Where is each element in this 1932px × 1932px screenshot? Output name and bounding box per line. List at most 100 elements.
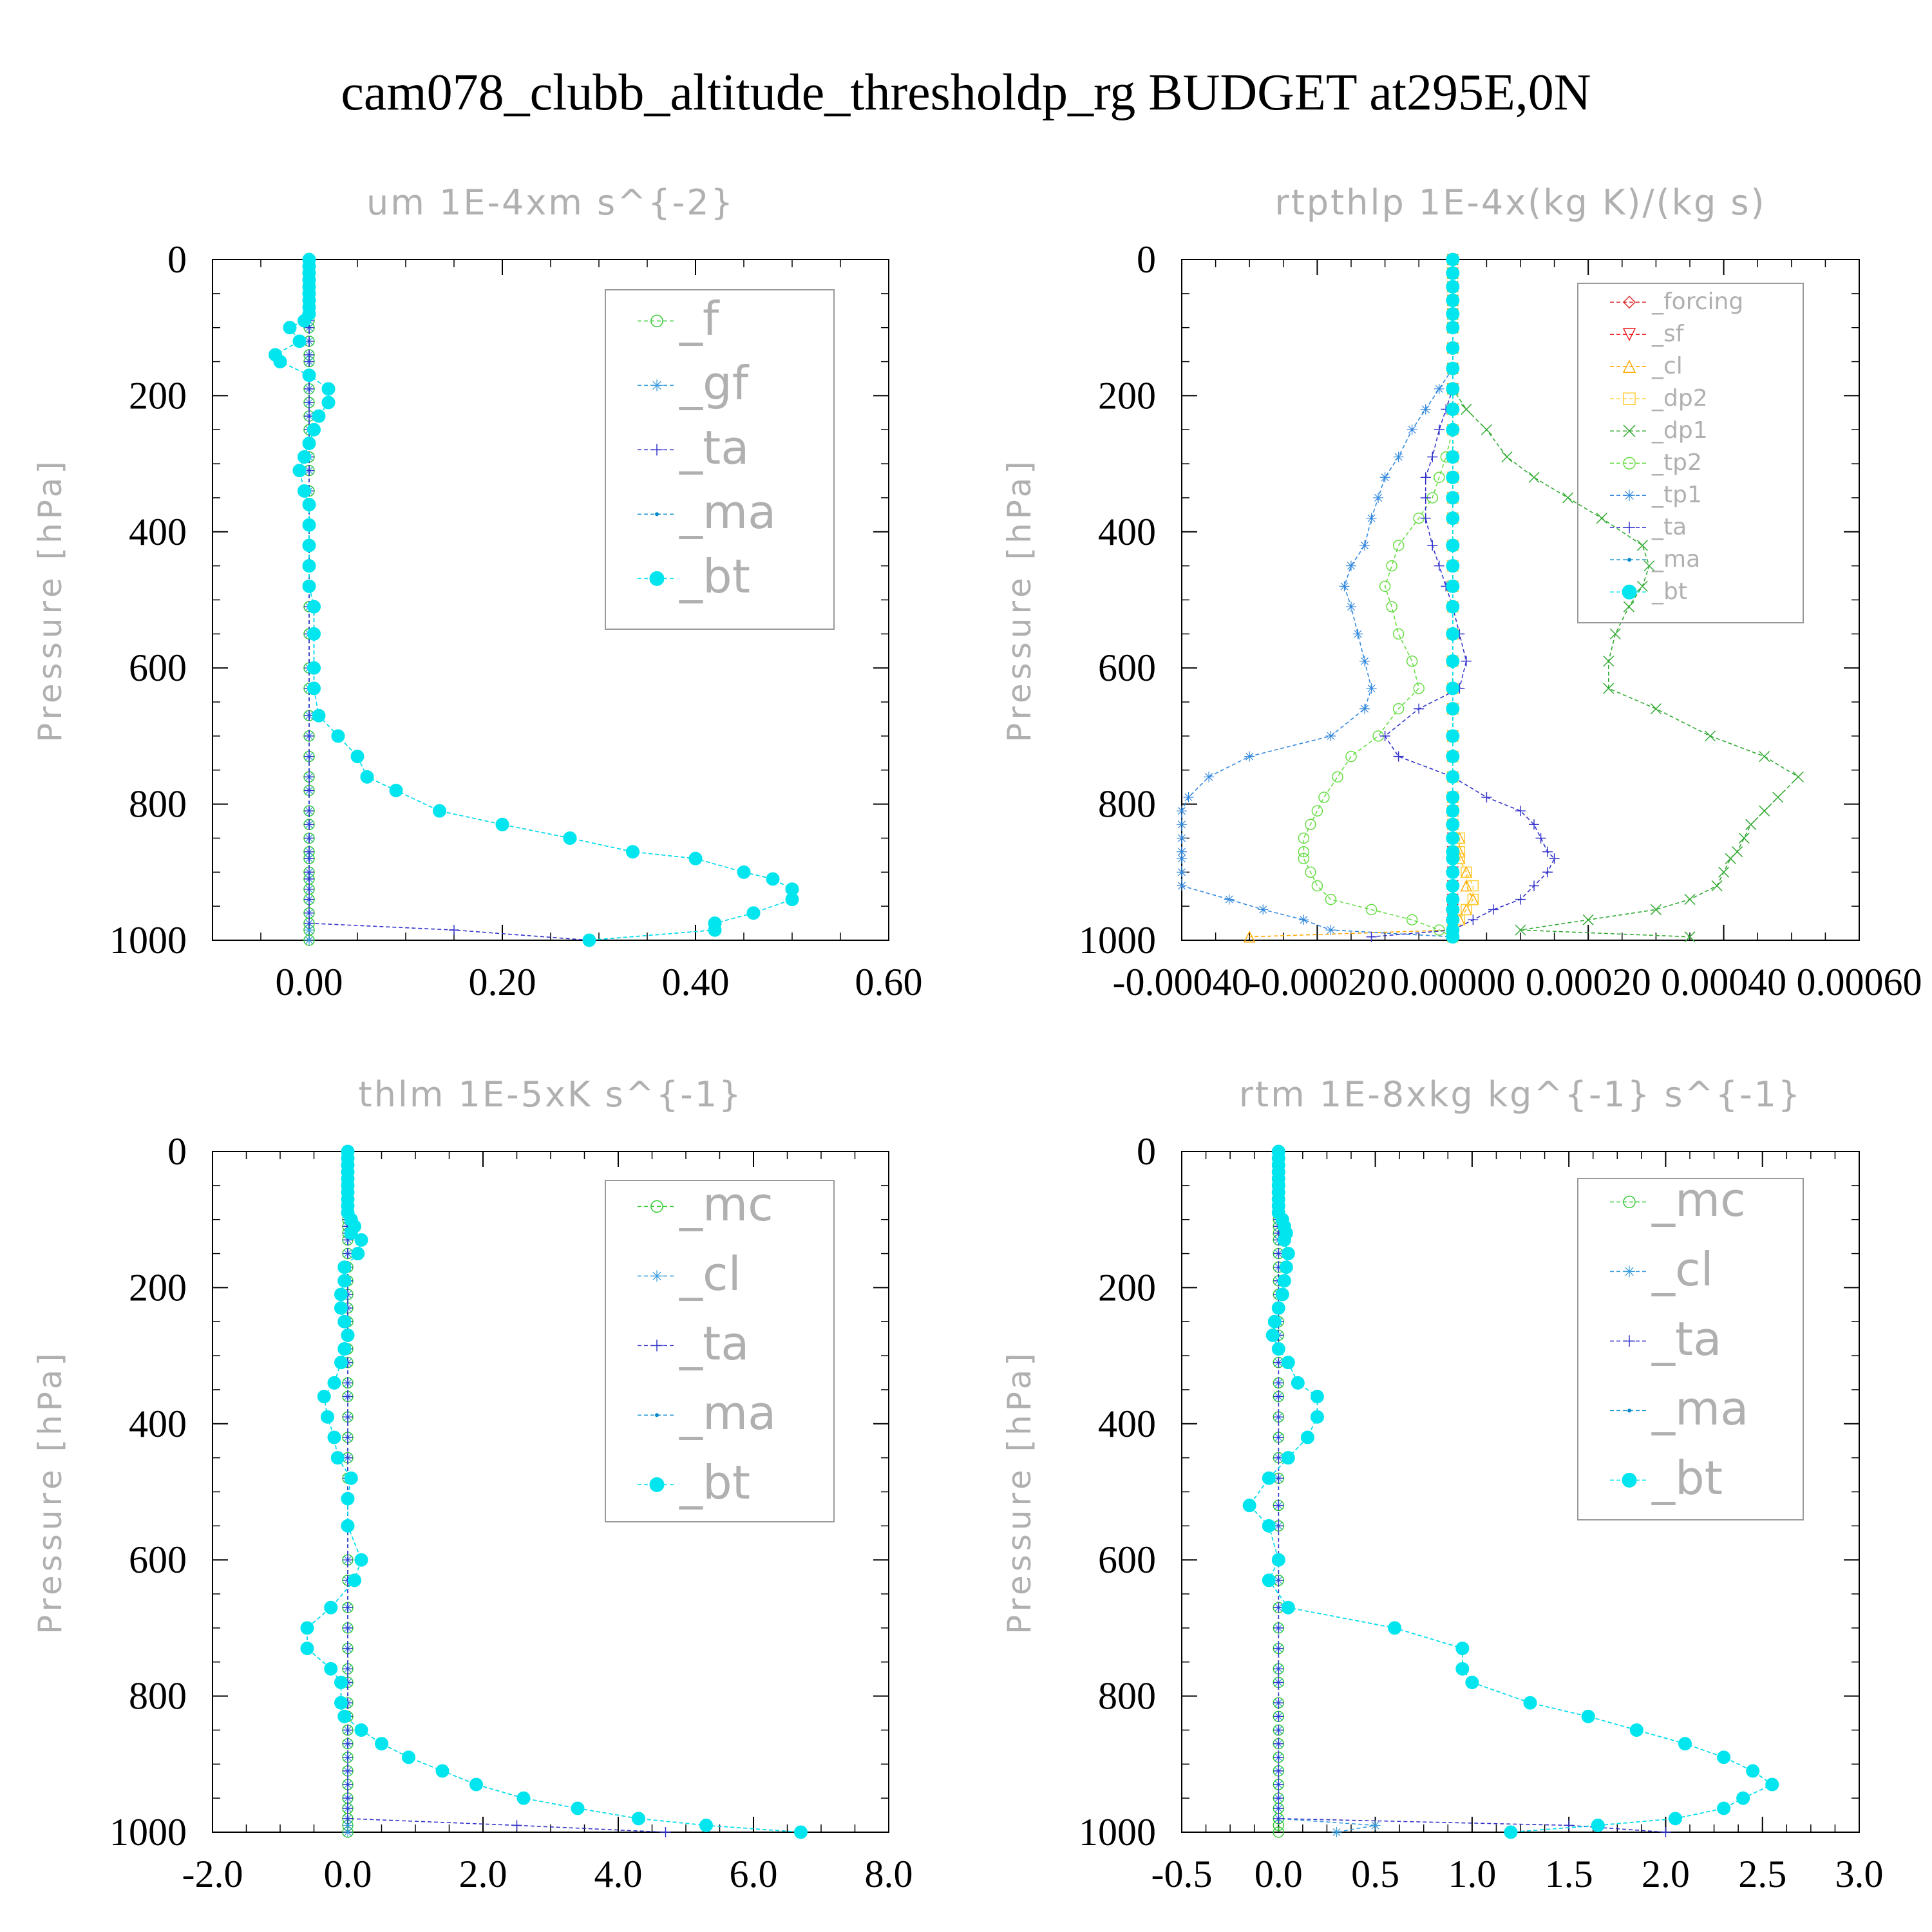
data-point — [1413, 683, 1425, 694]
legend-swatch-marker — [1624, 489, 1635, 502]
data-point — [1523, 1696, 1537, 1710]
data-point — [354, 1553, 368, 1567]
data-point — [337, 1709, 352, 1723]
legend-swatch-marker — [1627, 1408, 1631, 1413]
legend-entry-label: _ma — [679, 485, 776, 539]
legend: _mc _cl _ta _ma _bt — [605, 1177, 835, 1522]
data-point — [348, 1573, 361, 1587]
data-point — [298, 314, 311, 328]
data-point — [307, 681, 321, 696]
y-axis-label: Pressure [hPa] — [32, 1349, 69, 1634]
data-point — [1717, 1750, 1731, 1765]
data-point — [1446, 654, 1460, 668]
data-point — [1242, 1499, 1256, 1513]
data-point — [1684, 931, 1696, 943]
data-point — [1379, 472, 1390, 483]
data-point — [1386, 560, 1397, 572]
legend-swatch-marker — [651, 379, 663, 392]
data-point — [746, 906, 761, 920]
data-point — [1305, 819, 1316, 831]
data-point — [330, 1451, 345, 1465]
x-tick-label: 0.40 — [662, 961, 730, 1003]
data-point — [1224, 894, 1235, 905]
data-point — [1273, 1725, 1284, 1736]
legend-entry-label: _ta — [1651, 1312, 1721, 1366]
x-tick-label: 2.0 — [459, 1853, 507, 1895]
data-point — [1515, 806, 1526, 817]
legend-swatch-marker — [1623, 392, 1636, 405]
data-point — [1298, 846, 1310, 858]
data-point — [1603, 656, 1615, 667]
y-tick-label: 600 — [129, 1539, 187, 1581]
data-point — [1718, 866, 1730, 878]
data-point — [344, 1471, 358, 1485]
legend-swatch-marker — [1624, 1335, 1635, 1347]
data-point — [1271, 1342, 1285, 1356]
data-point — [1529, 819, 1540, 830]
data-point — [1273, 1412, 1284, 1423]
data-point — [1678, 1737, 1692, 1751]
data-point — [1455, 1642, 1470, 1656]
data-point — [1366, 683, 1377, 694]
data-point — [1446, 579, 1460, 593]
x-tick-label: -0.5 — [1151, 1853, 1213, 1895]
data-point — [1273, 1677, 1284, 1688]
data-point — [1177, 819, 1187, 830]
data-point — [571, 1801, 585, 1815]
legend-swatch-marker — [1622, 328, 1636, 341]
data-point — [304, 383, 314, 394]
data-point — [1535, 833, 1546, 844]
data-point — [304, 772, 314, 782]
data-point — [343, 1432, 353, 1443]
data-point — [1243, 931, 1256, 943]
data-point — [469, 1777, 483, 1792]
figure-title: cam078_clubb_altitude_thresholdp_rg BUDG… — [341, 64, 1591, 121]
data-point — [343, 1622, 353, 1633]
y-tick-label: 800 — [1098, 1675, 1156, 1718]
data-point — [1271, 1553, 1285, 1567]
data-point — [1434, 471, 1445, 483]
data-point — [785, 893, 799, 907]
series-bt — [1242, 1144, 1779, 1839]
x-tick-label: -0.00040 — [1113, 961, 1251, 1003]
data-point — [334, 1675, 348, 1689]
x-tick-label: 0.60 — [855, 961, 923, 1003]
data-point — [1481, 792, 1492, 803]
data-point — [300, 1642, 314, 1656]
data-point — [343, 1378, 353, 1388]
data-point — [1461, 656, 1472, 667]
data-point — [1262, 1519, 1276, 1533]
data-point — [337, 1260, 352, 1274]
data-point — [1446, 790, 1460, 804]
data-point — [327, 1376, 341, 1390]
legend-entry-label: _bt — [679, 1455, 750, 1510]
data-point — [1273, 1500, 1284, 1511]
legend-swatch-marker — [1623, 1195, 1636, 1209]
data-point — [307, 661, 321, 675]
data-point — [1373, 492, 1384, 503]
data-point — [1738, 832, 1750, 844]
data-point — [1273, 1752, 1284, 1763]
data-point — [1332, 771, 1343, 783]
data-point — [341, 1519, 355, 1533]
data-point — [1406, 424, 1417, 435]
data-point — [1273, 1391, 1284, 1402]
data-point — [304, 730, 314, 741]
y-tick-label: 600 — [1098, 1539, 1156, 1581]
panel-title: um 1E-4xm s^{-2} — [366, 182, 735, 223]
y-tick-label: 400 — [129, 511, 187, 553]
data-point — [1177, 833, 1187, 844]
legend-swatch-marker — [1627, 558, 1631, 562]
data-point — [343, 1793, 353, 1804]
data-point — [302, 559, 316, 573]
y-tick-label: 0 — [1137, 238, 1156, 281]
data-point — [1325, 730, 1336, 741]
data-point — [1325, 925, 1336, 936]
data-point — [1392, 703, 1405, 715]
data-point — [1759, 751, 1770, 762]
data-point — [302, 498, 316, 512]
data-point — [1446, 470, 1460, 484]
data-point — [1177, 867, 1187, 878]
data-point — [343, 1803, 353, 1814]
